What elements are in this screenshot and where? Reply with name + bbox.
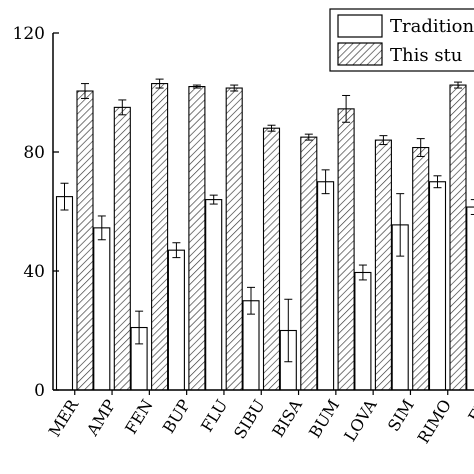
y-tick-label: 80: [23, 143, 45, 163]
y-tick-label: 120: [13, 24, 45, 44]
legend-label-this-study: This stu: [390, 45, 462, 66]
legend-label-tradition: Tradition: [390, 16, 474, 37]
bar-tradition-fe: [466, 206, 474, 391]
x-tick-label-fen: FEN: [121, 396, 157, 437]
bar-tradition-rimo: [428, 181, 447, 391]
bar-this-study-rimo: [449, 84, 467, 391]
bar-this-study-flu: [225, 87, 243, 391]
x-tick-label-bup: BUP: [159, 396, 194, 437]
y-ticks: 0 40 80 120: [13, 24, 59, 401]
bar-this-study-bisa: [300, 136, 318, 391]
legend-swatch-this-study: [337, 42, 383, 66]
x-tick-label-amp: AMP: [82, 396, 119, 440]
x-tick-label-lova: LOVA: [340, 396, 380, 445]
bar-this-study-lova: [374, 139, 392, 391]
bar-tradition-lova: [354, 271, 372, 391]
bar-tradition-mer: [55, 196, 74, 391]
bar-tradition-bum: [317, 181, 335, 391]
bar-this-study-fen: [151, 83, 169, 391]
x-tick-label-rimo: RIMO: [414, 396, 455, 447]
x-tick-label-sibu: SIBU: [230, 396, 269, 442]
x-tick-label-bisa: BISA: [268, 396, 306, 441]
legend-swatch-tradition: [337, 14, 383, 38]
axes-layer: [52, 33, 474, 391]
bar-tradition-amp: [93, 227, 111, 391]
bar-this-study-sim: [412, 146, 430, 391]
x-tick-label-sim: SIM: [384, 396, 418, 435]
y-tick-label: 40: [23, 262, 45, 282]
bar-this-study-bum: [337, 108, 355, 391]
bar-this-study-mer: [76, 90, 94, 391]
bar-tradition-flu: [205, 199, 223, 391]
legend: Tradition This stu: [329, 8, 474, 72]
bar-this-study-bup: [188, 86, 206, 391]
x-tick-label-fe: FE: [464, 396, 474, 425]
x-tick-label-mer: MER: [45, 395, 83, 440]
bar-this-study-amp: [113, 106, 131, 391]
bar-this-study-sibu: [262, 127, 281, 391]
y-tick-label: 0: [34, 381, 45, 401]
x-tick-label-bum: BUM: [305, 396, 343, 441]
bar-tradition-bup: [167, 249, 185, 391]
bars-layer: [55, 78, 474, 391]
x-tick-label-flu: FLU: [197, 396, 231, 435]
